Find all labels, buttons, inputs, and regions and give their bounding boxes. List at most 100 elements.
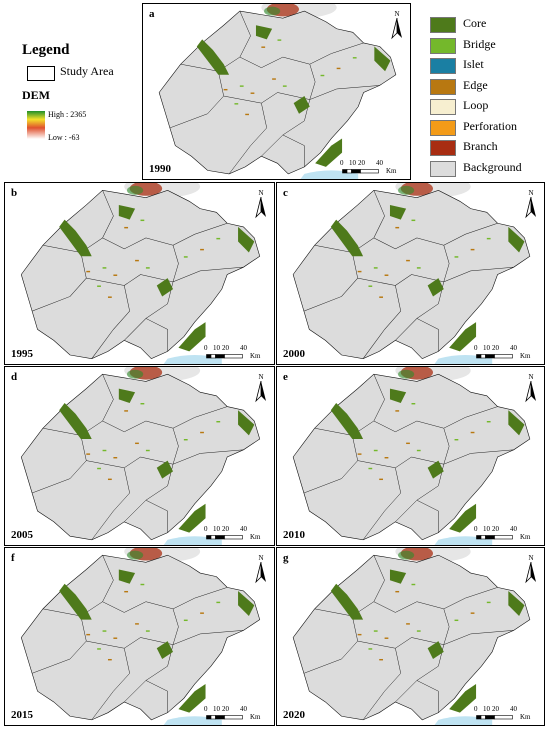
panel-year: 2020 xyxy=(283,709,305,721)
district-boundary xyxy=(374,190,385,238)
patch-speck xyxy=(384,274,389,276)
patch-speck xyxy=(86,453,91,455)
map-canvas xyxy=(143,4,411,179)
dem-high-label: High : 2365 xyxy=(48,110,87,119)
patch-speck xyxy=(113,457,118,459)
core-patch xyxy=(238,590,255,617)
scale-tick-label: 10 xyxy=(483,525,490,533)
scale-tick-label: 40 xyxy=(376,159,383,167)
patch-speck xyxy=(102,449,107,452)
patch-speck xyxy=(470,248,475,251)
scale-tick-label: 10 xyxy=(213,525,220,533)
core-patch xyxy=(330,583,364,620)
patch-speck xyxy=(384,637,389,639)
panel-year: 2000 xyxy=(283,348,305,360)
patch-speck xyxy=(97,467,101,470)
scale-tick-label: 40 xyxy=(240,525,247,533)
scale-tick-label: 40 xyxy=(240,344,247,352)
patch-speck xyxy=(200,431,204,434)
panel-year: 2010 xyxy=(283,529,305,541)
core-patch xyxy=(508,590,525,617)
class-swatch xyxy=(430,99,456,115)
patch-speck xyxy=(336,67,341,70)
patch-speck xyxy=(200,248,204,251)
district-boundary xyxy=(103,555,114,602)
core-patch xyxy=(178,322,206,352)
district-boundary xyxy=(310,64,315,99)
core-patch xyxy=(238,226,255,253)
scale-tick-label: 20 xyxy=(222,705,229,713)
map-panel-b: b 1995 N 0 10 20 40 Km xyxy=(4,182,275,365)
scale-tick-label: 40 xyxy=(510,525,517,533)
north-label: N xyxy=(394,10,400,18)
north-arrow-icon: N xyxy=(524,189,538,221)
dem-relief xyxy=(124,367,201,382)
patch-speck xyxy=(379,478,383,481)
patch-speck xyxy=(97,285,101,287)
scale-bar: 0 10 20 40 Km xyxy=(204,705,270,723)
patch-speck xyxy=(234,103,239,105)
scale-unit: Km xyxy=(520,533,531,541)
scale-bar: 0 10 20 40 Km xyxy=(340,159,406,177)
dem-relief xyxy=(395,367,471,382)
patch-speck xyxy=(124,590,129,593)
class-swatch xyxy=(430,119,456,136)
district-boundary xyxy=(146,500,168,532)
patch-speck xyxy=(216,601,221,604)
core-patch xyxy=(178,503,206,533)
patch-speck xyxy=(282,85,287,87)
patch-speck xyxy=(97,648,101,650)
patch-speck xyxy=(406,442,410,445)
patch-speck xyxy=(107,658,112,661)
core-patch xyxy=(293,96,310,114)
patch-speck xyxy=(102,267,107,269)
district-boundary xyxy=(32,616,86,673)
core-patch xyxy=(196,39,230,75)
study-area-swatch xyxy=(27,66,55,81)
patch-speck xyxy=(486,421,491,423)
north-label: N xyxy=(528,554,534,562)
patch-speck xyxy=(107,296,112,298)
class-label: Branch xyxy=(463,139,498,153)
patch-speck xyxy=(352,57,357,59)
class-swatch xyxy=(430,78,456,95)
patch-speck xyxy=(373,267,378,269)
district-boundary xyxy=(103,190,114,238)
district-boundary xyxy=(92,468,130,540)
scale-tick-label: 20 xyxy=(492,344,499,352)
district-boundary xyxy=(170,71,224,128)
district-boundary xyxy=(304,435,358,493)
map-panel-g: g 2020 N 0 10 20 40 Km xyxy=(276,547,545,726)
patch-speck xyxy=(183,256,188,258)
patch-speck xyxy=(411,219,416,222)
core-patch xyxy=(59,219,92,257)
class-label: Perforation xyxy=(463,118,517,133)
patch-speck xyxy=(454,256,459,258)
study-area-label: Study Area xyxy=(60,64,114,78)
district-boundary xyxy=(124,282,173,341)
core-patch xyxy=(449,503,477,533)
patch-speck xyxy=(411,403,416,405)
dem-label: DEM xyxy=(22,88,50,102)
district-boundary xyxy=(363,285,401,358)
scale-tick-label: 10 xyxy=(483,344,490,352)
patch-speck xyxy=(368,648,373,650)
scale-unit: Km xyxy=(520,352,531,360)
class-label: Background xyxy=(463,159,522,174)
district-boundary xyxy=(92,648,130,720)
patch-speck xyxy=(102,630,107,632)
panel-letter: g xyxy=(283,552,289,564)
patch-speck xyxy=(416,630,421,632)
patch-speck xyxy=(107,478,112,481)
patch-speck xyxy=(124,226,129,229)
patch-speck xyxy=(470,612,475,614)
core-patch xyxy=(59,403,92,439)
scale-tick-label: 10 xyxy=(213,344,220,352)
patch-speck xyxy=(135,442,139,445)
core-patch xyxy=(178,684,206,713)
dem-relief xyxy=(124,548,201,563)
north-label: N xyxy=(528,373,534,381)
patch-speck xyxy=(379,296,383,298)
dem-relief xyxy=(395,183,471,198)
north-arrow-icon: N xyxy=(254,189,268,221)
